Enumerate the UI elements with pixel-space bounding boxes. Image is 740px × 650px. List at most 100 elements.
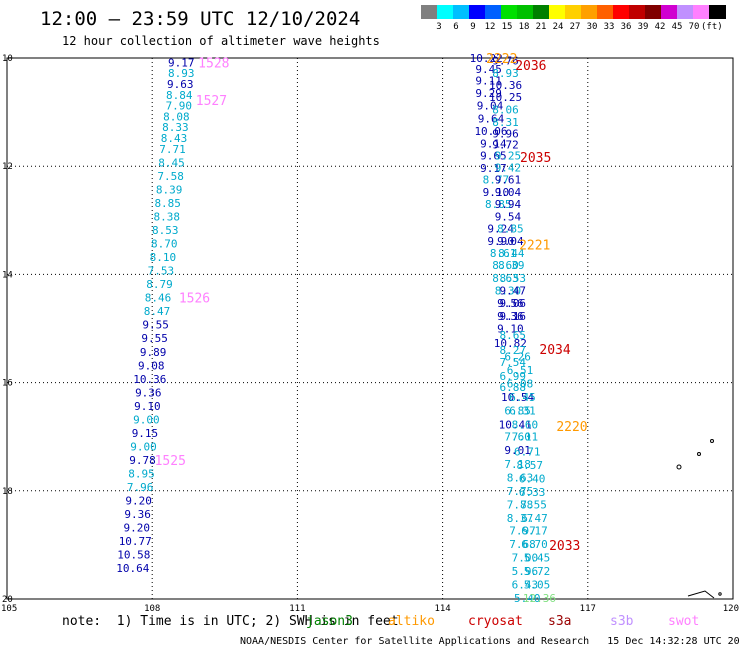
wave-height-value: 8.38 bbox=[153, 211, 180, 224]
wave-height-value: 10.06 bbox=[474, 125, 507, 138]
wave-height-value: 10.77 bbox=[119, 535, 152, 548]
wave-height-value: 9.76 bbox=[492, 55, 519, 68]
lon-tick-label: 114 bbox=[434, 604, 450, 614]
wave-height-value: 8.30 bbox=[495, 285, 522, 298]
wave-height-value: 9.55 bbox=[141, 332, 168, 345]
wave-height-value: 9.78 bbox=[129, 454, 156, 467]
pass-time-label: 1528 bbox=[198, 56, 229, 71]
legend-item-s3b: s3b bbox=[610, 614, 634, 629]
page-title: 12:00 – 23:59 UTC 12/10/2024 bbox=[40, 8, 361, 30]
lat-tick-label: 12 bbox=[2, 162, 13, 172]
wave-height-value: 6.51 bbox=[507, 364, 534, 377]
lat-tick-label: 20 bbox=[2, 595, 13, 605]
wave-height-value: 9.89 bbox=[140, 346, 167, 359]
wave-height-value: 10.58 bbox=[117, 549, 150, 562]
wave-height-value: 8.85 bbox=[485, 198, 512, 211]
wave-height-value: 9.61 bbox=[495, 174, 522, 187]
wave-height-value: 9.42 bbox=[495, 161, 522, 174]
wave-height-value: 6.26 bbox=[504, 351, 531, 364]
wave-height-value: 9.20 bbox=[125, 495, 152, 508]
color-swatch bbox=[549, 5, 566, 19]
color-scale-label: 70 bbox=[688, 22, 700, 32]
color-scale-label: 45 bbox=[671, 22, 683, 32]
wave-height-value: 8.39 bbox=[498, 259, 525, 272]
wave-height-value: 5.45 bbox=[524, 551, 551, 564]
color-swatch bbox=[421, 5, 438, 19]
wave-height-value: 7.53 bbox=[148, 265, 175, 278]
wave-height-value: 10.82 bbox=[494, 337, 527, 350]
wave-height-value: 8.57 bbox=[516, 459, 543, 472]
color-swatch bbox=[453, 5, 470, 19]
color-swatch bbox=[437, 5, 454, 19]
legend-note: note: 1) Time is in UTC; 2) SWH is in fe… bbox=[62, 614, 399, 629]
wave-height-value: 7.60 bbox=[504, 431, 531, 444]
legend-item-jason3: jason3 bbox=[306, 614, 353, 629]
lon-tick-label: 120 bbox=[723, 604, 739, 614]
lat-tick-label: 18 bbox=[2, 487, 13, 497]
wave-height-value: 8.60 bbox=[512, 418, 539, 431]
map-frame bbox=[6, 57, 734, 600]
wave-height-value: 12.36 bbox=[523, 592, 556, 605]
wave-height-value: 9.08 bbox=[138, 359, 165, 372]
wave-height-value: 8.70 bbox=[151, 238, 178, 251]
wave-height-value: 9.64 bbox=[478, 113, 505, 126]
wave-height-value: 8.79 bbox=[146, 278, 173, 291]
color-swatch bbox=[709, 5, 726, 19]
wave-height-value: 9.54 bbox=[495, 211, 522, 224]
wave-height-value: 8.06 bbox=[492, 103, 519, 116]
wave-height-value: 9.45 bbox=[475, 63, 502, 76]
wave-height-value: 7.75 bbox=[507, 485, 534, 498]
wave-height-value: 8.61 bbox=[490, 247, 517, 260]
wave-height-value: 7.55 bbox=[520, 498, 547, 511]
wave-height-value: 9.65 bbox=[480, 149, 507, 162]
color-swatch bbox=[597, 5, 614, 19]
legend-item-altiko: altiko bbox=[388, 614, 435, 629]
wave-height-value: 9.14 bbox=[480, 137, 507, 150]
color-swatch bbox=[661, 5, 678, 19]
wave-height-value: 7.58 bbox=[157, 170, 184, 183]
wave-height-value: 9.47 bbox=[500, 285, 527, 298]
wave-height-value: 6.70 bbox=[521, 538, 548, 551]
wave-height-value: 8.65 bbox=[500, 329, 527, 342]
wave-height-value: 9.25 bbox=[495, 149, 522, 162]
wave-height-value: 6.33 bbox=[519, 486, 546, 499]
wave-height-value: 8.08 bbox=[163, 110, 190, 123]
color-swatch bbox=[485, 5, 502, 19]
wave-height-value: 6.17 bbox=[521, 524, 548, 537]
pass-time-label: 2035 bbox=[520, 151, 551, 166]
wave-height-value: 6.71 bbox=[514, 445, 541, 458]
wave-height-value: 9.90 bbox=[487, 235, 514, 248]
wave-height-value: 8.53 bbox=[500, 272, 527, 285]
island-dot bbox=[676, 464, 682, 470]
wave-height-value: 9.10 bbox=[134, 400, 161, 413]
wave-height-value: 5.05 bbox=[524, 578, 551, 591]
wave-height-value: 8.31 bbox=[492, 116, 519, 129]
wave-height-value: 9.63 bbox=[167, 78, 194, 91]
lat-tick-label: 16 bbox=[2, 379, 13, 389]
wave-height-value: 9.16 bbox=[500, 310, 527, 323]
wave-height-value: 8.43 bbox=[161, 132, 188, 145]
wave-height-value: 6.40 bbox=[519, 472, 546, 485]
color-scale-label: 30 bbox=[586, 22, 598, 32]
legend-item-s3a: s3a bbox=[548, 614, 572, 629]
wave-height-value: 6.47 bbox=[521, 512, 548, 525]
wave-height-value: 9.56 bbox=[497, 297, 524, 310]
wave-height-value: 9.01 bbox=[504, 444, 531, 457]
lon-tick-label: 105 bbox=[1, 604, 17, 614]
color-scale-label: 24 bbox=[552, 22, 564, 32]
wave-height-value: 9.10 bbox=[483, 186, 510, 199]
wave-height-value: 8.53 bbox=[152, 224, 179, 237]
wave-height-value: 9.55 bbox=[142, 319, 169, 332]
wave-height-value: 9.17 bbox=[480, 162, 507, 175]
wave-height-value: 9.20 bbox=[123, 522, 150, 535]
color-scale-label: 12 bbox=[484, 22, 496, 32]
wave-height-value: 5.96 bbox=[512, 565, 539, 578]
wave-height-value: 6.99 bbox=[500, 370, 527, 383]
wave-height-value: 8.47 bbox=[144, 305, 171, 318]
wave-height-value: 10.41 bbox=[499, 418, 532, 431]
wave-height-value: 6.88 bbox=[500, 381, 527, 394]
legend-item-swot: swot bbox=[668, 614, 700, 629]
footer-credit: NOAA/NESDIS Center for Satellite Applica… bbox=[240, 636, 740, 647]
pass-time-label: 1525 bbox=[155, 454, 186, 469]
